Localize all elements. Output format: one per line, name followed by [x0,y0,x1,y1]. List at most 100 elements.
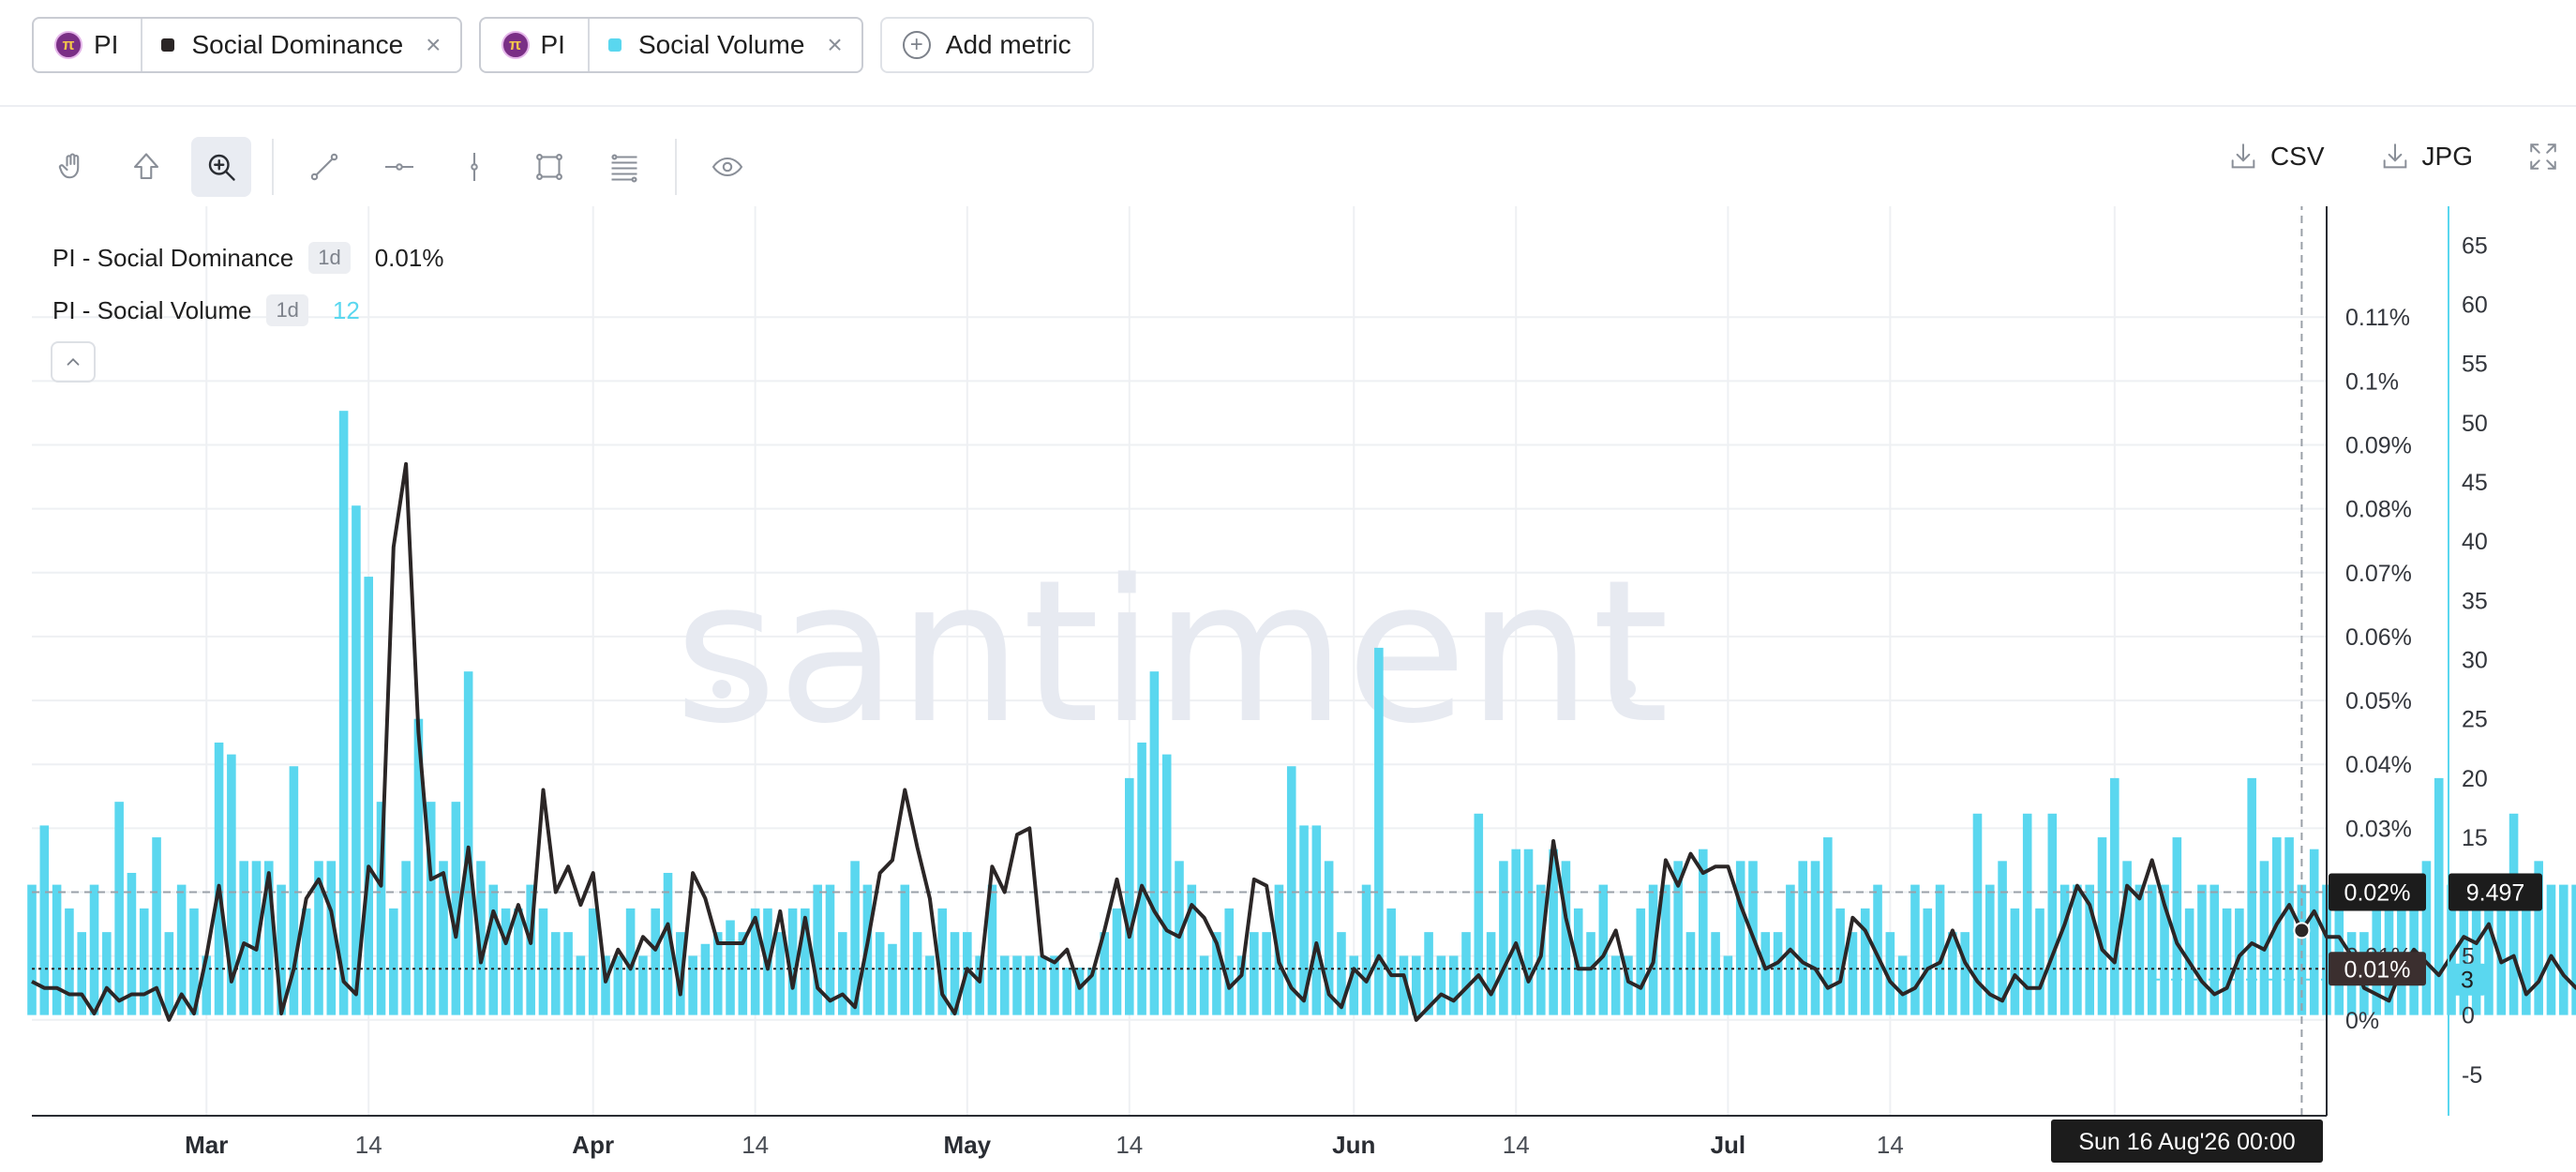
volume-bar [999,955,1010,1015]
volume-bar [1337,932,1346,1015]
legend-value: 12 [332,295,360,324]
volume-bar [2172,837,2182,1015]
metrics-bar: π PI Social Dominance × π PI Social Volu… [32,15,1094,75]
volume-bar [2571,884,2576,1015]
volume-bar [2209,884,2220,1015]
close-icon[interactable]: × [426,30,442,59]
y2-tick-label: 30 [2462,648,2488,674]
download-jpg-button[interactable]: JPG [2379,141,2473,173]
volume-bar [176,884,187,1015]
volume-bar [2010,908,2020,1015]
volume-bar [289,766,299,1015]
volume-bar [1137,742,1146,1015]
series-color-swatch [161,38,175,52]
volume-bar [2147,884,2157,1015]
csv-label: CSV [2269,142,2325,171]
y2-tick-label: 45 [2462,470,2488,496]
arrow-up-icon [133,153,159,180]
volume-crosshair-badge: 9.497 [2466,880,2525,907]
visibility-tool[interactable] [697,137,757,197]
volume-bar [1436,955,1446,1015]
y2-tick-label: 50 [2462,411,2488,437]
volume-bar [413,718,424,1015]
volume-bar [501,908,511,1015]
hand-tool[interactable] [41,137,101,197]
volume-bar [538,908,548,1015]
horizontal-line-tool[interactable] [369,137,429,197]
hand-icon [58,153,80,179]
volume-bar [925,955,935,1015]
chart-canvas[interactable]: santiment 0% 0.01% 0.02% 0.03% 0.04% 0.05% 0.06… [0,206,2576,1172]
volume-bar [263,861,274,1015]
collapse-legend-button[interactable] [51,341,96,383]
pi-logo-icon: π [54,31,82,59]
volume-bar [726,920,735,1015]
volume-bar [439,861,448,1015]
volume-bar [1735,861,1745,1015]
volume-bar [825,884,835,1015]
x-tick-label: 14 [1877,1131,1904,1159]
vertical-line-tool[interactable] [444,137,504,197]
volume-bar [202,955,212,1015]
volume-bar [900,884,910,1015]
volume-bar [1897,955,1908,1015]
volume-bar [376,802,386,1015]
volume-bar [2459,908,2469,1015]
volume-bar [1112,908,1122,1015]
volume-bar [1025,955,1035,1015]
volume-bar [2259,861,2269,1015]
volume-bar [750,908,760,1015]
y2-tick-label: 15 [2462,825,2488,851]
volume-bar [251,861,262,1015]
volume-bar [2309,849,2319,1015]
volume-bar [2421,861,2432,1015]
y-tick-label: 0.07% [2345,561,2412,587]
volume-bar [1549,849,1558,1015]
volume-bar [1461,932,1471,1015]
metric-chip-social-volume[interactable]: π PI Social Volume × [478,17,863,73]
project-selector[interactable]: π PI [481,19,590,71]
legend-label: PI - Social Volume [52,295,252,324]
volume-bar [1499,861,1508,1015]
metric-chip-social-dominance[interactable]: π PI Social Dominance × [32,17,462,73]
y-tick-label: 0.08% [2345,497,2412,523]
fullscreen-icon[interactable] [2527,141,2559,173]
fibonacci-tool[interactable] [594,137,654,197]
add-metric-label: Add metric [945,30,1071,59]
add-metric-button[interactable]: + Add metric [879,17,1094,73]
x-tick-label: 14 [1116,1131,1143,1159]
volume-bar [2522,908,2531,1015]
watermark-dot [712,680,731,699]
zoom-icon [208,154,235,181]
volume-bar [1598,884,1609,1015]
volume-bar [2097,837,2107,1015]
volume-bar [526,884,535,1015]
volume-bar [2059,884,2070,1015]
volume-bar [700,943,711,1015]
arrow-tool[interactable] [116,137,176,197]
project-selector[interactable]: π PI [34,19,143,71]
y2-tick-label: 60 [2462,292,2488,318]
trend-line-tool[interactable] [294,137,354,197]
rectangle-tool[interactable] [519,137,579,197]
y-tick-label: 0% [2345,1008,2379,1034]
volume-bar [2384,884,2394,1015]
volume-bar [1873,884,1882,1015]
download-csv-button[interactable]: CSV [2227,141,2325,173]
volume-bar [1286,766,1296,1015]
zoom-tool[interactable] [191,137,251,197]
volume-bar [1860,908,1870,1015]
volume-bar [1424,932,1433,1015]
volume-bar [476,861,486,1015]
volume-bar [1760,932,1771,1015]
legend-social-volume: PI - Social Volume 1d 12 [52,294,360,326]
volume-bar [1012,955,1022,1015]
volume-bar [2484,884,2494,1015]
volume-bar [1673,861,1683,1015]
volume-bar [2022,813,2032,1015]
volume-bar [1074,968,1085,1015]
volume-bar [576,955,586,1015]
watermark-dot [1617,680,1636,699]
fibonacci-icon [611,154,637,183]
close-icon[interactable]: × [827,30,843,59]
